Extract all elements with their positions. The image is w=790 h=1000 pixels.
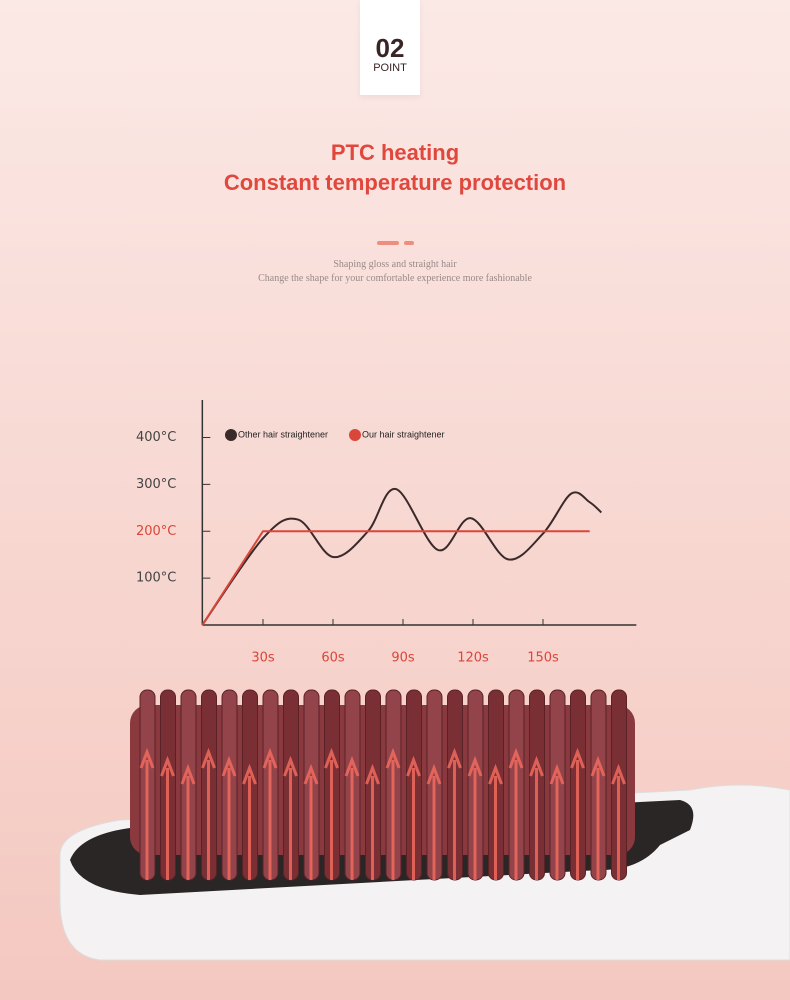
heat-arrow [160,755,175,880]
y-tick-label: 300°C [136,477,176,492]
badge: 02 POINT [360,0,420,95]
x-tick-label: 150s [527,651,559,666]
x-tick-label: 30s [251,651,275,666]
legend-marker [225,429,237,441]
heat-arrow [447,747,462,880]
x-tick-label: 60s [321,651,345,666]
title: Constant temperature protection [223,170,567,195]
x-tick-label: 120s [457,651,489,666]
heat-arrow [549,763,565,880]
heat-arrow [488,763,503,880]
series-line [201,530,590,626]
heat-arrow [406,755,421,880]
legend-label: Our hair straightener [362,429,445,439]
heat-arrow [467,755,483,880]
heat-arrow [508,747,524,880]
y-tick-label: 400°C [136,430,176,445]
divider [404,241,414,245]
heat-arrow [611,763,626,880]
heat-arrow [201,747,216,880]
x-tick-label: 90s [391,651,415,666]
badge-label: POINT [373,62,407,74]
subtitle: Shaping gloss and straight hair [333,259,457,270]
heat-arrow [283,755,298,880]
heat-arrow [221,755,237,880]
heat-arrow [590,755,606,880]
legend-label: Other hair straightener [238,429,328,439]
heat-arrow [303,763,319,880]
legend-marker [349,429,361,441]
heat-arrow [139,747,155,880]
divider [377,241,399,245]
series-line [201,488,603,626]
heat-arrow [242,763,257,880]
heat-arrow [385,747,401,880]
product-image [59,689,790,961]
heat-arrow [365,763,380,880]
subtitle: Change the shape for your comfortable ex… [258,273,532,284]
y-tick-label: 100°C [136,571,176,586]
badge-number: 02 [375,33,405,63]
heat-arrow [324,747,339,880]
heat-arrow [180,763,196,880]
heat-arrow [344,755,360,880]
title: PTC heating [330,140,460,165]
y-tick-label: 200°C [136,524,176,539]
heat-arrow [426,763,442,880]
heat-arrow [262,747,278,880]
heat-arrow [529,755,544,880]
heat-arrow [570,747,585,880]
